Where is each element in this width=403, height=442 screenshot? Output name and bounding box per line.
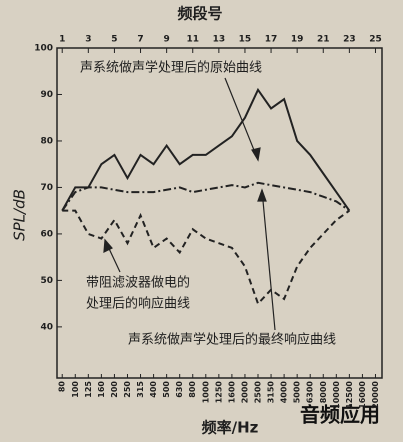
x2-tick-label: 7 [137,35,143,45]
x2-tick-label: 13 [213,35,226,45]
x2-tick-label: 1 [59,35,65,45]
x-tick-label: 315 [136,381,145,398]
x2-tick-label: 15 [239,35,252,45]
x2-tick-label: 11 [186,35,199,45]
y-tick-label: 70 [40,183,53,193]
x-tick-label: 12500 [345,381,354,409]
watermark: 音频应用 [300,403,380,427]
x-tick-label: 250 [123,381,132,398]
x-tick-label: 630 [175,381,184,398]
x-tick-label: 800 [188,381,197,398]
x2-tick-label: 25 [369,35,382,45]
x-tick-label: 80 [58,381,67,393]
x-tick-label: 6300 [306,381,315,404]
x-tick-label: 1000 [201,381,210,404]
x-tick-label: 2000 [240,381,249,404]
x2-tick-label: 3 [85,35,91,45]
x-tick-label: 160 [97,381,106,398]
y-tick-label: 80 [40,136,53,146]
plot-frame [56,47,383,379]
x-tick-label: 5000 [293,381,302,404]
x-tick-label: 20000 [371,381,380,409]
x-tick-label: 200 [110,381,119,398]
x-tick-label: 8000 [319,381,328,404]
line-series [61,87,351,212]
y-tick-label: 50 [40,276,53,286]
x-tick-label: 500 [162,381,171,398]
y-tick-label: 100 [34,44,53,54]
x-tick-label: 2500 [254,381,263,404]
y-axis-label: SPL/dB [11,189,29,241]
x-tick-label: 1600 [227,381,236,404]
x-tick-label: 100 [71,381,80,398]
y-tick-label: 90 [40,90,53,100]
y-tick-label: 60 [40,229,53,239]
x2-tick-label: 21 [317,35,330,45]
x-tick-label: 3150 [267,381,276,404]
y-tick-label: 40 [40,322,53,332]
line-series [62,209,350,306]
line-series [61,181,350,212]
annotation: 声系统做声学处理后的最终响应曲线 [128,332,336,348]
annotation: 带阻滤波器做电的 [86,275,190,291]
x2-tick-label: 23 [343,35,356,45]
x-tick-label: 10000 [332,381,341,409]
annotation: 处理后的响应曲线 [86,296,190,312]
leader-lines [103,77,276,331]
x2-tick-label: 17 [265,35,278,45]
x2-tick-label: 9 [164,35,170,45]
x-tick-label: 400 [149,381,158,398]
annotation: 声系统做声学处理后的原始曲线 [80,60,262,76]
x2-tick-label: 19 [291,35,304,45]
x-tick-label: 16000 [358,381,367,409]
x-tick-label: 125 [84,381,93,398]
x2-tick-label: 5 [111,35,117,45]
chart-title: 频段号 [177,5,222,23]
x-tick-label: 4000 [280,381,289,404]
x-tick-label: 1250 [214,381,223,404]
x-axis-label: 频率/Hz [202,419,259,437]
